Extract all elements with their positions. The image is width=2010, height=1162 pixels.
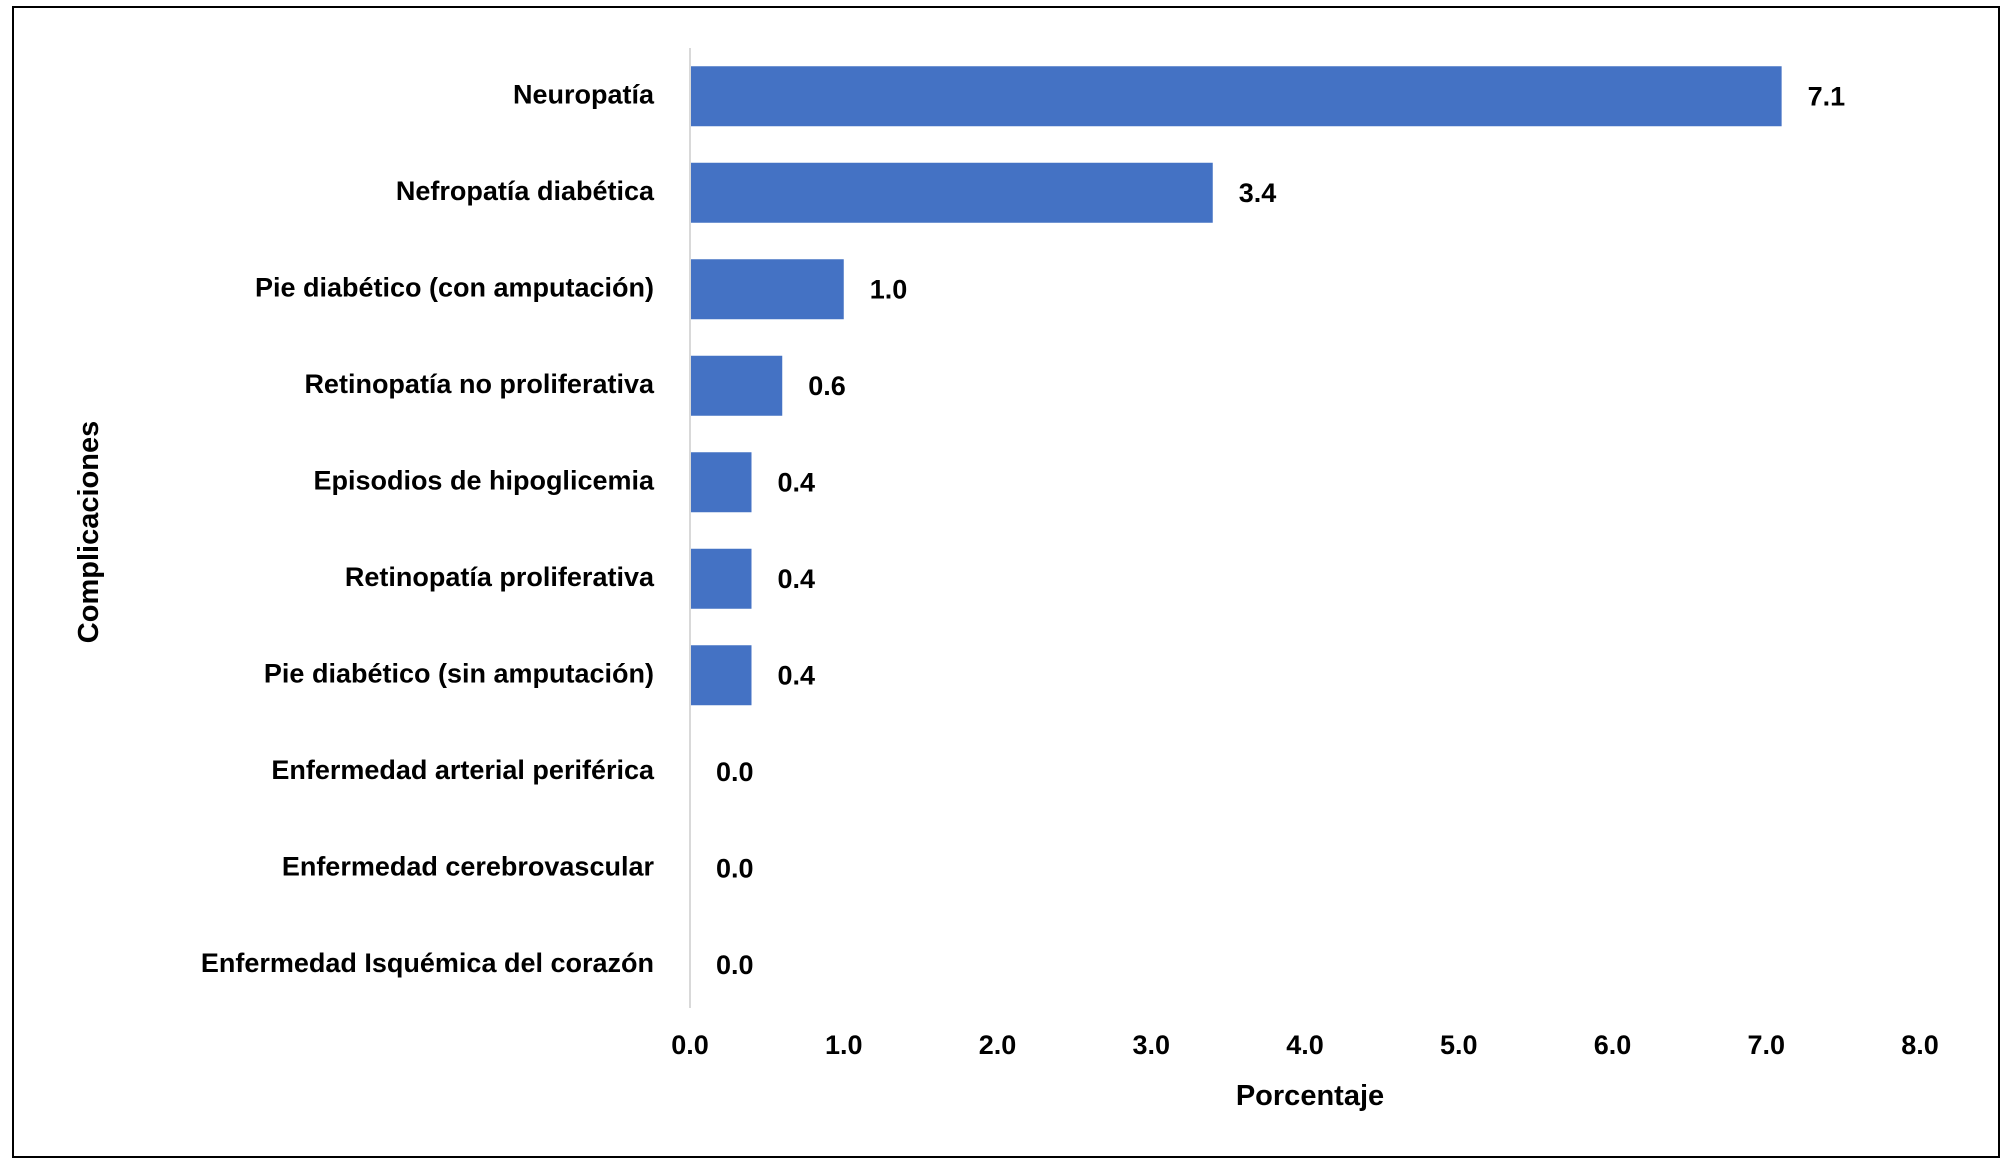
bar <box>690 66 1782 127</box>
value-label: 0.6 <box>808 371 846 401</box>
value-label: 0.0 <box>716 950 754 980</box>
x-tick-label: 6.0 <box>1594 1030 1632 1060</box>
category-label: Enfermedad arterial periférica <box>271 755 655 785</box>
y-axis-title: Complicaciones <box>73 421 105 643</box>
bars-layer <box>690 66 1782 706</box>
x-tick-label: 1.0 <box>825 1030 863 1060</box>
x-tick-label: 8.0 <box>1901 1030 1939 1060</box>
x-tick-labels: 0.0 1.0 2.0 3.0 4.0 5.0 6.0 7.0 8.0 <box>671 1030 1939 1060</box>
bar <box>690 355 783 416</box>
category-label: Pie diabético (sin amputación) <box>264 658 654 688</box>
value-labels: 7.1 3.4 1.0 0.6 0.4 0.4 0.4 0.0 0.0 0.0 <box>716 81 1845 980</box>
x-tick-label: 5.0 <box>1440 1030 1478 1060</box>
value-label: 0.4 <box>778 564 816 594</box>
category-label: Episodios de hipoglicemia <box>313 465 655 495</box>
value-label: 3.4 <box>1239 178 1277 208</box>
category-label: Pie diabético (con amputación) <box>255 272 654 302</box>
value-label: 0.4 <box>778 660 816 690</box>
x-tick-label: 2.0 <box>979 1030 1017 1060</box>
bar <box>690 548 752 609</box>
chart-frame: Neuropatía Nefropatía diabética Pie diabét… <box>12 6 2000 1158</box>
x-tick-label: 3.0 <box>1132 1030 1170 1060</box>
x-tick-label: 4.0 <box>1286 1030 1324 1060</box>
value-label: 0.0 <box>716 853 754 883</box>
category-label: Enfermedad cerebrovascular <box>282 851 655 881</box>
bar <box>690 452 752 513</box>
value-label: 0.4 <box>778 467 816 497</box>
category-label: Retinopatía no proliferativa <box>304 369 655 399</box>
category-label: Nefropatía diabética <box>396 176 655 206</box>
bar <box>690 259 844 320</box>
category-label: Enfermedad Isquémica del corazón <box>201 948 654 978</box>
category-label: Neuropatía <box>513 79 655 109</box>
bar-chart: Neuropatía Nefropatía diabética Pie diabét… <box>73 48 1939 1112</box>
x-tick-label: 0.0 <box>671 1030 709 1060</box>
category-labels: Neuropatía Nefropatía diabética Pie diabét… <box>201 79 655 978</box>
category-label: Retinopatía proliferativa <box>345 562 655 592</box>
bar <box>690 645 752 706</box>
bar <box>690 162 1213 223</box>
value-label: 0.0 <box>716 757 754 787</box>
x-tick-label: 7.0 <box>1747 1030 1785 1060</box>
x-axis-title: Porcentaje <box>1236 1080 1384 1112</box>
value-label: 7.1 <box>1808 81 1846 111</box>
value-label: 1.0 <box>870 274 908 304</box>
